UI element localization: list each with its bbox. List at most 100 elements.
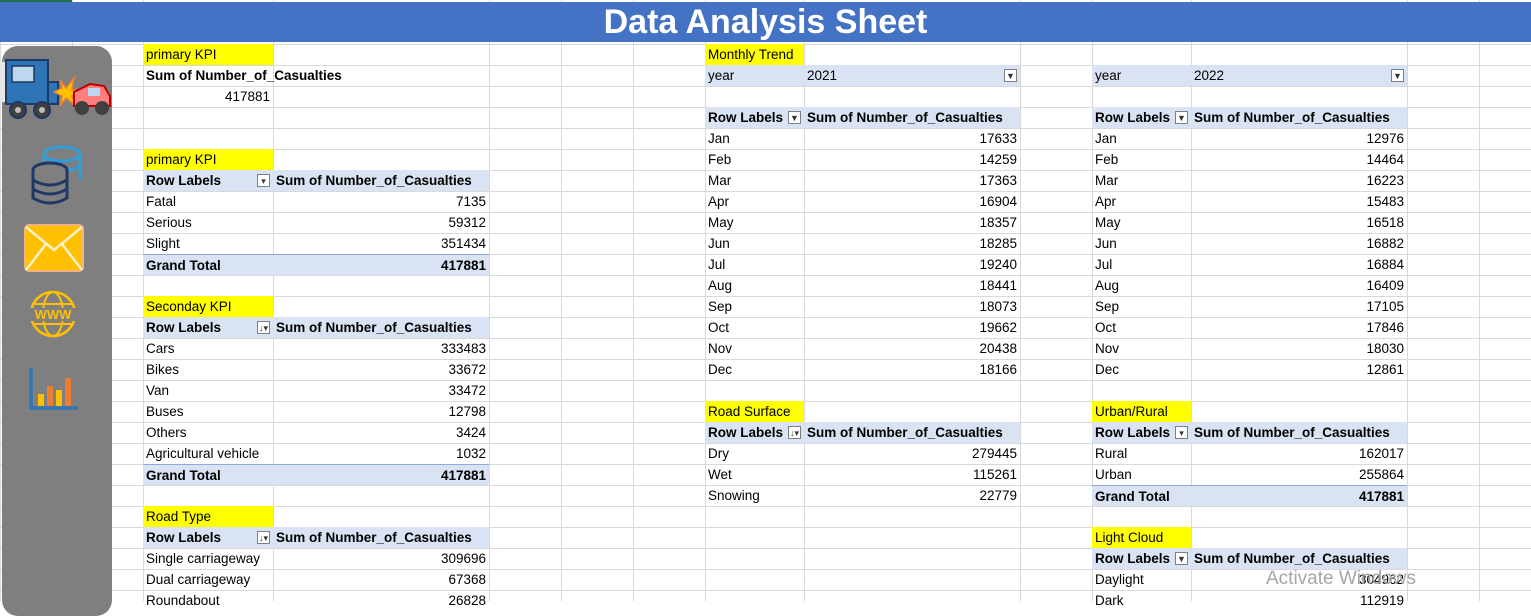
database-icon[interactable] <box>30 144 86 208</box>
row-value[interactable]: 17105 <box>1366 299 1404 314</box>
roadtype-row-labels-header[interactable]: Row Labels <box>143 527 273 548</box>
row-label[interactable]: Rural <box>1095 446 1128 461</box>
row-value[interactable]: 17363 <box>979 173 1017 188</box>
urban-rural-label[interactable]: Urban/Rural <box>1092 401 1191 422</box>
row-value[interactable]: 17633 <box>979 131 1017 146</box>
row-label[interactable]: Snowing <box>708 488 760 503</box>
vehicle-row-labels-header[interactable]: Row Labels <box>143 317 273 338</box>
row-value[interactable]: 20438 <box>979 341 1017 356</box>
row-label[interactable]: Dec <box>1095 362 1120 377</box>
row-value[interactable]: 18030 <box>1366 341 1404 356</box>
filter-icon[interactable]: ▼ <box>1004 69 1017 82</box>
row-value[interactable]: 16882 <box>1366 236 1404 251</box>
grand-total-value[interactable]: 417881 <box>1191 485 1407 506</box>
row-value[interactable]: 3424 <box>455 425 486 440</box>
filter-icon[interactable]: ▼ <box>1175 552 1188 565</box>
severity-row-labels-header[interactable]: Row Labels <box>143 170 273 191</box>
year-filter-label-2022[interactable]: year <box>1092 65 1191 86</box>
row-label[interactable]: Nov <box>1095 341 1120 356</box>
row-label[interactable]: Dual carriageway <box>146 572 251 587</box>
row-label[interactable]: Cars <box>146 341 175 356</box>
row-value[interactable]: 7135 <box>455 194 486 209</box>
light-sum-header[interactable]: Sum of Number_of_Casualties <box>1191 548 1407 569</box>
row-label[interactable]: Van <box>146 383 170 398</box>
row-label[interactable]: Feb <box>708 152 732 167</box>
row-value[interactable]: 162017 <box>1358 446 1404 461</box>
year-filter-value-2021[interactable]: 2021 <box>804 65 1020 86</box>
row-value[interactable]: 12861 <box>1366 362 1404 377</box>
row-label[interactable]: Wet <box>708 467 732 482</box>
primary-kpi-value[interactable]: 417881 <box>224 89 270 104</box>
row-value[interactable]: 12976 <box>1366 131 1404 146</box>
row-label[interactable]: Jan <box>1095 131 1117 146</box>
row-value[interactable]: 12798 <box>448 404 486 419</box>
row-label[interactable]: Bikes <box>146 362 180 377</box>
row-value[interactable]: 304962 <box>1358 572 1404 587</box>
row-value[interactable]: 333483 <box>440 341 486 356</box>
row-label[interactable]: Buses <box>146 404 184 419</box>
secondary-kpi-label[interactable]: Seconday KPI <box>143 296 273 317</box>
row-value[interactable]: 15483 <box>1366 194 1404 209</box>
mail-icon[interactable] <box>24 224 84 272</box>
row-value[interactable]: 22779 <box>979 488 1017 503</box>
row-label[interactable]: Jul <box>1095 257 1113 272</box>
row-label[interactable]: Nov <box>708 341 733 356</box>
row-label[interactable]: Jun <box>708 236 730 251</box>
row-value[interactable]: 255864 <box>1358 467 1404 482</box>
row-label[interactable]: Mar <box>1095 173 1119 188</box>
row-value[interactable]: 33672 <box>448 362 486 377</box>
row-label[interactable]: Others <box>146 425 187 440</box>
primary-kpi-header[interactable]: Sum of Number_of_Casualties <box>146 68 342 83</box>
row-value[interactable]: 16884 <box>1366 257 1404 272</box>
sort-filter-icon[interactable]: ↓▾ <box>257 321 270 334</box>
row-label[interactable]: Oct <box>1095 320 1117 335</box>
row-label[interactable]: Jul <box>708 257 726 272</box>
row-label[interactable]: May <box>1095 215 1121 230</box>
row-label[interactable]: Apr <box>1095 194 1117 209</box>
grand-total-value[interactable]: 417881 <box>273 464 489 485</box>
grand-total-label[interactable]: Grand Total <box>143 254 273 275</box>
row-label[interactable]: Apr <box>708 194 730 209</box>
road-surface-label[interactable]: Road Surface <box>705 401 804 422</box>
year-filter-label-2021[interactable]: year <box>705 65 804 86</box>
row-value[interactable]: 18285 <box>979 236 1017 251</box>
filter-icon[interactable]: ▼ <box>788 111 801 124</box>
row-value[interactable]: 16409 <box>1366 278 1404 293</box>
year-filter-value-2022[interactable]: 2022 <box>1191 65 1407 86</box>
row-value[interactable]: 115261 <box>972 467 1017 482</box>
row-value[interactable]: 1032 <box>455 446 486 461</box>
row-value[interactable]: 33472 <box>448 383 486 398</box>
row-value[interactable]: 279445 <box>971 446 1017 461</box>
row-value[interactable]: 19662 <box>979 320 1017 335</box>
row-value[interactable]: 19240 <box>979 257 1017 272</box>
monthly-trend-label[interactable]: Monthly Trend <box>705 44 804 65</box>
row-value[interactable]: 16904 <box>979 194 1017 209</box>
row-value[interactable]: 16223 <box>1366 173 1404 188</box>
row-value[interactable]: 18166 <box>979 362 1017 377</box>
filter-icon[interactable]: ▼ <box>1175 111 1188 124</box>
truck-crash-icon[interactable] <box>0 56 112 124</box>
urban-row-labels-header[interactable]: Row Labels <box>1092 422 1191 443</box>
row-label[interactable]: Mar <box>708 173 732 188</box>
row-label[interactable]: Fatal <box>146 194 177 209</box>
grand-total-label[interactable]: Grand Total <box>1092 485 1191 506</box>
month2022-sum-header[interactable]: Sum of Number_of_Casualties <box>1191 107 1407 128</box>
row-value[interactable]: 67368 <box>448 572 486 587</box>
surface-row-labels-header[interactable]: Row Labels <box>705 422 804 443</box>
row-label[interactable]: Agricultural vehicle <box>146 446 260 461</box>
row-value[interactable]: 14259 <box>979 152 1017 167</box>
grand-total-value[interactable]: 417881 <box>273 254 489 275</box>
row-label[interactable]: Aug <box>708 278 733 293</box>
dropdown-icon[interactable]: ▾ <box>1175 426 1188 439</box>
row-label[interactable]: Sep <box>708 299 733 314</box>
row-label[interactable]: Urban <box>1095 467 1132 482</box>
row-value[interactable]: 309696 <box>440 551 486 566</box>
row-value[interactable]: 351434 <box>440 236 486 251</box>
row-label[interactable]: Dry <box>708 446 729 461</box>
surface-sum-header[interactable]: Sum of Number_of_Casualties <box>804 422 1020 443</box>
bar-chart-icon[interactable] <box>28 366 80 412</box>
vehicle-sum-header[interactable]: Sum of Number_of_Casualties <box>273 317 489 338</box>
row-label[interactable]: Dec <box>708 362 733 377</box>
light-cloud-label[interactable]: Light Cloud <box>1092 527 1191 548</box>
row-value[interactable]: 59312 <box>448 215 486 230</box>
